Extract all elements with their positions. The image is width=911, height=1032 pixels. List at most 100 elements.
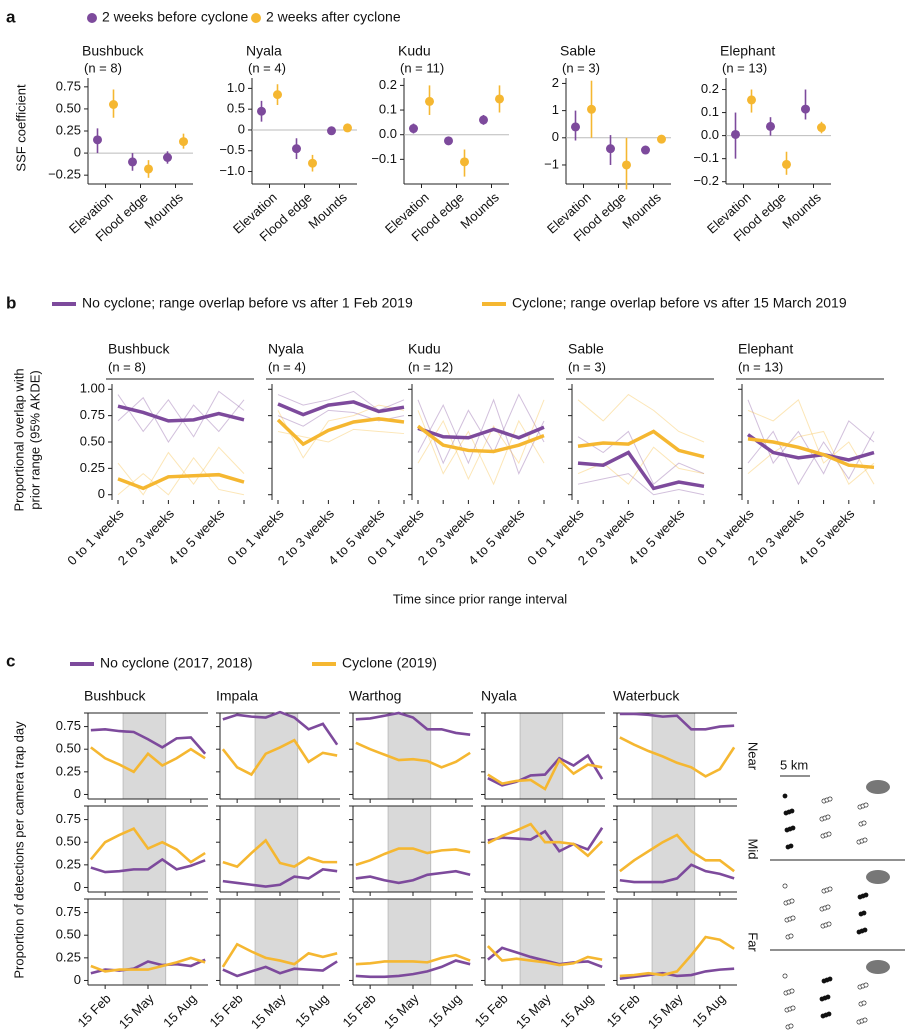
y-axis-label: SSF coefficient bbox=[13, 84, 28, 172]
facet-title: Nyala bbox=[268, 341, 304, 357]
cyclone-period bbox=[122, 898, 167, 986]
y-tick-label: 0.50 bbox=[56, 927, 81, 942]
x-tick-label: 15 May bbox=[381, 991, 422, 1032]
facet-title: Bushbuck bbox=[108, 341, 170, 357]
mean-line bbox=[747, 437, 875, 470]
series-line bbox=[355, 711, 471, 737]
series-line bbox=[222, 710, 339, 746]
point bbox=[801, 104, 810, 114]
camera-trap bbox=[863, 982, 869, 988]
facet-subtitle: (n = 8) bbox=[84, 60, 122, 75]
map-icon bbox=[866, 870, 890, 884]
camera-trap bbox=[863, 892, 869, 898]
point bbox=[308, 158, 317, 168]
x-tick-label: Mounds bbox=[305, 189, 350, 231]
y-tick-label: 0.75 bbox=[56, 718, 81, 733]
legend-label: 2 weeks after cyclone bbox=[266, 9, 401, 25]
row-label: Mid bbox=[746, 839, 761, 860]
y-tick-label: 0.25 bbox=[56, 949, 81, 964]
y-tick-label: 0 bbox=[74, 786, 81, 801]
point bbox=[766, 121, 775, 131]
individual-line bbox=[577, 393, 705, 443]
point bbox=[444, 136, 453, 146]
y-tick-label: 0.1 bbox=[379, 101, 397, 116]
point bbox=[479, 115, 488, 125]
series-line bbox=[355, 741, 471, 769]
series-line bbox=[619, 833, 735, 873]
series-line bbox=[90, 857, 206, 874]
camera-trap bbox=[826, 1011, 832, 1017]
y-tick-label: 1.0 bbox=[227, 80, 245, 95]
facet-title: Elephant bbox=[720, 43, 775, 59]
series-line bbox=[355, 953, 471, 966]
panel-label: c bbox=[6, 651, 15, 670]
individual-line bbox=[277, 390, 405, 411]
camera-trap bbox=[827, 796, 833, 802]
y-tick-label: 0.50 bbox=[80, 433, 105, 448]
x-axis-label: Time since prior range interval bbox=[393, 591, 567, 606]
point bbox=[179, 137, 188, 147]
mean-line bbox=[117, 472, 245, 491]
y-tick-label: −1.0 bbox=[219, 163, 245, 178]
point bbox=[460, 157, 469, 167]
camera-trap bbox=[825, 904, 831, 910]
series-line bbox=[487, 753, 604, 787]
individual-line bbox=[117, 396, 245, 443]
y-axis-label: prior range (95% AKDE) bbox=[27, 370, 42, 509]
mean-line bbox=[577, 450, 705, 491]
camera-trap bbox=[782, 973, 788, 979]
y-tick-label: 2 bbox=[552, 75, 559, 90]
series-line bbox=[90, 746, 206, 774]
point bbox=[495, 94, 504, 104]
facet-title: Nyala bbox=[481, 688, 517, 704]
y-tick-label: 0.50 bbox=[56, 834, 81, 849]
camera-trap bbox=[788, 843, 794, 849]
map-icon bbox=[866, 780, 890, 794]
series-line bbox=[221, 738, 338, 777]
point bbox=[731, 129, 740, 139]
series-line bbox=[222, 838, 338, 869]
point bbox=[327, 126, 336, 136]
x-tick-label: 15 Aug bbox=[160, 991, 199, 1030]
series-line bbox=[355, 959, 471, 979]
point bbox=[144, 164, 153, 174]
facet-subtitle: (n = 4) bbox=[268, 359, 306, 374]
facet-title: Bushbuck bbox=[84, 688, 146, 704]
camera-trap bbox=[827, 976, 833, 982]
x-tick-label: Mounds bbox=[457, 189, 502, 231]
legend-label: Cyclone; range overlap before vs after 1… bbox=[512, 295, 847, 311]
y-tick-label: 0.50 bbox=[56, 100, 81, 115]
camera-trap bbox=[825, 994, 831, 1000]
facet-title: Sable bbox=[568, 341, 604, 357]
camera-trap bbox=[788, 933, 794, 939]
facet-title: Waterbuck bbox=[613, 688, 680, 704]
camera-trap bbox=[789, 898, 795, 904]
camera-trap bbox=[789, 808, 795, 814]
mean-line bbox=[417, 425, 545, 440]
facet-subtitle: (n = 13) bbox=[722, 60, 767, 75]
individual-line bbox=[577, 473, 705, 496]
y-tick-label: −0.1 bbox=[371, 151, 397, 166]
y-tick-label: 0.5 bbox=[227, 101, 245, 116]
facet-title: Elephant bbox=[738, 341, 793, 357]
x-tick-label: 15 May bbox=[645, 991, 686, 1032]
x-tick-label: 15 Feb bbox=[471, 991, 510, 1030]
mean-line bbox=[277, 400, 405, 417]
point bbox=[292, 144, 301, 154]
cyclone-period bbox=[519, 898, 564, 986]
y-tick-label: 0 bbox=[238, 121, 245, 136]
y-tick-label: 0.75 bbox=[56, 78, 81, 93]
camera-trap bbox=[863, 802, 869, 808]
x-tick-label: 15 May bbox=[513, 991, 554, 1032]
legend-label: No cyclone; range overlap before vs afte… bbox=[82, 295, 413, 311]
series-line bbox=[222, 960, 338, 978]
series-line bbox=[221, 942, 338, 968]
y-tick-label: 0.25 bbox=[56, 763, 81, 778]
x-tick-label: Mounds bbox=[141, 189, 186, 231]
camera-trap bbox=[790, 1005, 796, 1011]
legend-marker bbox=[251, 13, 261, 23]
series-line bbox=[619, 967, 735, 980]
individual-line bbox=[747, 398, 875, 485]
